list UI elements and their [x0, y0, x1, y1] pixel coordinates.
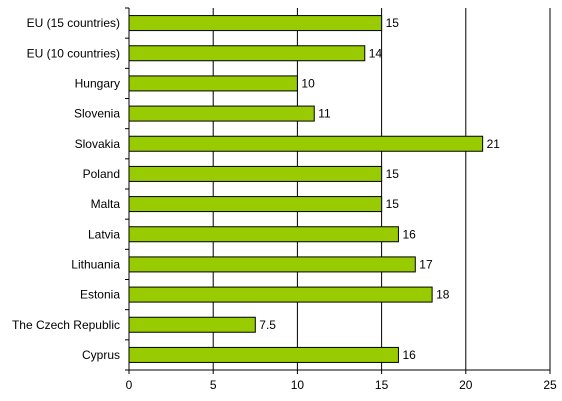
bar-eu-15-countries	[128, 15, 383, 32]
bar-the-czech-republic	[128, 316, 256, 333]
bar-poland	[128, 165, 383, 182]
data-label: 10	[301, 76, 315, 90]
category-label: Cyprus	[82, 348, 120, 362]
bar-hungary	[128, 75, 298, 92]
data-label: 7.5	[259, 318, 276, 332]
x-tick-label: 20	[459, 378, 473, 392]
data-label: 17	[419, 257, 433, 271]
x-tick-label: 15	[375, 378, 389, 392]
category-label: Estonia	[80, 288, 120, 302]
gridlines	[212, 8, 551, 370]
data-label: 16	[402, 227, 416, 241]
data-label: 15	[386, 167, 400, 181]
plot-area	[125, 7, 550, 371]
bar-estonia	[128, 286, 433, 303]
data-labels: 15 14 10 11 21 15 15 16 17 18 7.5 16	[259, 16, 500, 362]
x-tick-label: 5	[210, 378, 217, 392]
bar-eu-10-countries	[128, 45, 366, 62]
category-label: The Czech Republic	[12, 318, 120, 332]
data-label: 21	[487, 137, 501, 151]
bar-slovenia	[128, 105, 315, 122]
bars	[128, 15, 484, 363]
category-label: Slovenia	[74, 107, 120, 121]
data-label: 15	[386, 16, 400, 30]
bar-malta	[128, 196, 383, 213]
category-label: Latvia	[88, 227, 120, 241]
bar-cyprus	[128, 346, 399, 363]
category-label: Slovakia	[75, 137, 121, 151]
category-label: Malta	[91, 197, 121, 211]
x-tick-label: 25	[543, 378, 557, 392]
x-axis-ticks	[128, 370, 551, 374]
category-label: EU (15 countries)	[27, 16, 120, 30]
category-labels: EU (15 countries) EU (10 countries) Hungar…	[12, 16, 120, 362]
category-label: EU (10 countries)	[27, 46, 120, 60]
category-label: Hungary	[75, 76, 120, 90]
data-label: 14	[369, 46, 383, 60]
data-label: 11	[318, 107, 331, 121]
bar-latvia	[128, 226, 399, 243]
data-label: 16	[402, 348, 416, 362]
x-tick-label: 10	[291, 378, 305, 392]
data-label: 15	[386, 197, 400, 211]
category-label: Lithuania	[71, 257, 120, 271]
x-tick-label: 0	[126, 378, 133, 392]
bar-lithuania	[128, 256, 416, 273]
data-label: 18	[436, 288, 450, 302]
x-axis-tick-labels: 0 5 10 15 20 25	[126, 378, 557, 392]
category-label: Poland	[83, 167, 120, 181]
bar-slovakia	[128, 135, 484, 152]
